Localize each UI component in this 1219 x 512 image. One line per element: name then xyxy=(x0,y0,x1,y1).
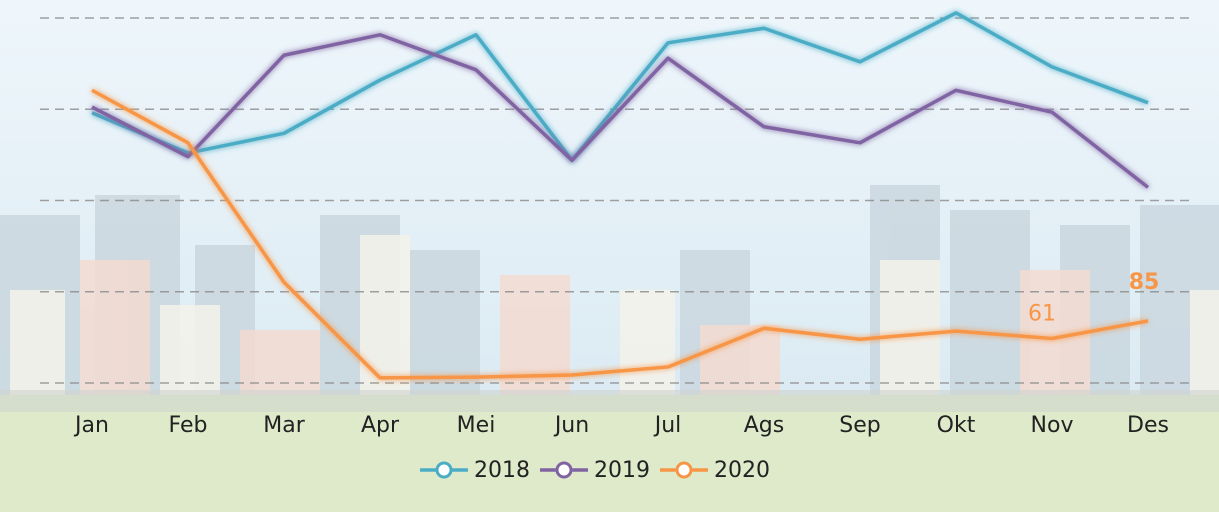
x-tick-label: Mar xyxy=(263,413,305,438)
legend-label: 2019 xyxy=(594,458,650,483)
legend-marker xyxy=(555,461,573,479)
x-tick-label: Des xyxy=(1127,413,1169,438)
x-tick-label: Jan xyxy=(73,413,109,438)
series-line xyxy=(91,33,1150,189)
legend-marker xyxy=(675,461,693,479)
data-label: 61 xyxy=(1028,301,1056,326)
legend-label: 2018 xyxy=(474,458,530,483)
series-line xyxy=(91,11,1149,163)
legend-label: 2020 xyxy=(714,458,770,483)
x-tick-label: Apr xyxy=(361,413,400,438)
x-tick-label: Mei xyxy=(457,413,496,438)
x-tick-label: Okt xyxy=(937,413,976,438)
x-tick-label: Jul xyxy=(653,413,682,438)
x-tick-label: Feb xyxy=(169,413,208,438)
x-tick-label: Ags xyxy=(744,413,784,438)
data-label: 85 xyxy=(1129,270,1160,295)
series-line xyxy=(91,88,1149,380)
x-tick-label: Sep xyxy=(839,413,880,438)
legend: 2018 2019 2020 xyxy=(420,458,770,483)
grid xyxy=(40,17,1195,384)
legend-marker xyxy=(435,461,453,479)
x-axis: Jan Feb Mar Apr Mei Jun Jul Ags Sep Okt Nov Des xyxy=(73,413,1169,438)
plot: 61 85 xyxy=(91,11,1160,380)
x-tick-label: Jun xyxy=(553,413,589,438)
x-tick-label: Nov xyxy=(1031,413,1074,438)
